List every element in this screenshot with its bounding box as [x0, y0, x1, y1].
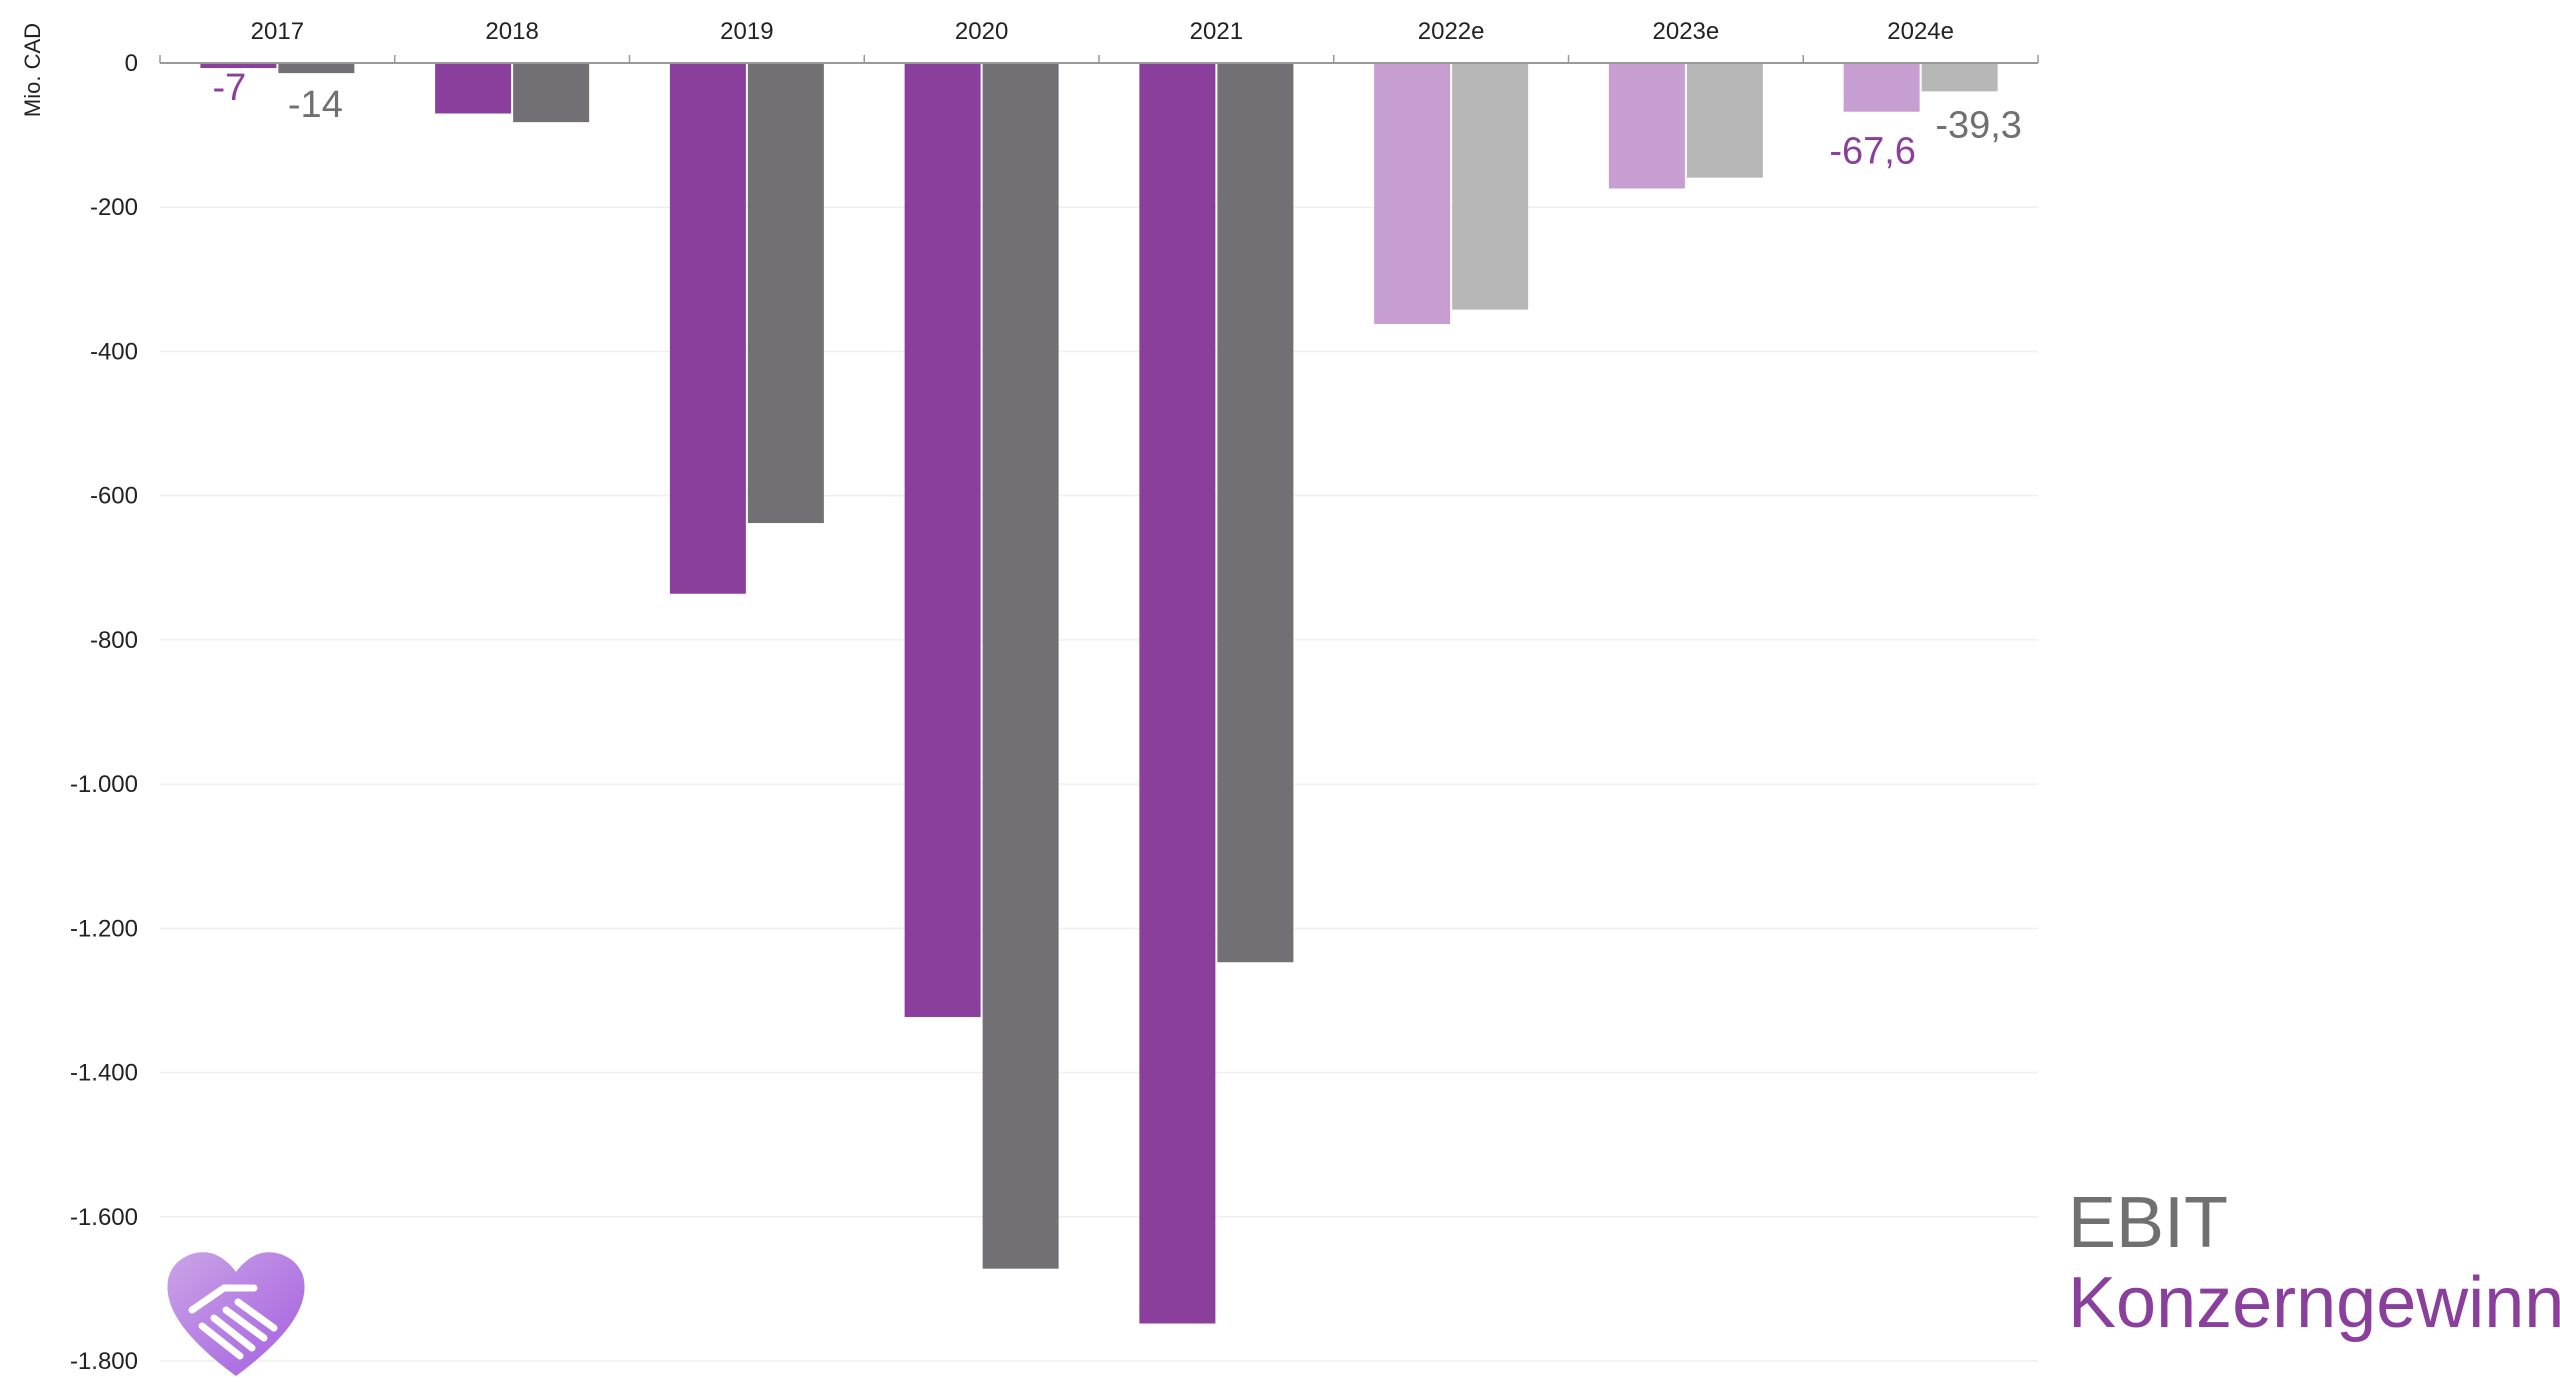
- y-tick-label: -400: [90, 338, 138, 365]
- bar-konzerngewinn-2024e: [1843, 63, 1920, 112]
- bar-ebit-2017: [278, 63, 355, 74]
- x-tick-label: 2017: [251, 18, 304, 45]
- bar-konzerngewinn-2018: [435, 63, 512, 114]
- bar-konzerngewinn-2023e: [1608, 63, 1685, 189]
- data-labels: -7 -14 -67,6 -39,3: [212, 67, 2021, 173]
- bar-ebit-2019: [747, 63, 824, 524]
- data-label-ebit-2024e: -39,3: [1935, 104, 2022, 146]
- bar-konzerngewinn-2019: [669, 63, 746, 594]
- data-label-konzerngewinn-2024e: -67,6: [1829, 131, 1916, 173]
- bars: [200, 63, 1998, 1324]
- x-tick-label: 2024e: [1887, 18, 1954, 45]
- x-tick-label: 2020: [955, 18, 1008, 45]
- axes: 0 -200 -400 -600 -800 -1.000 -1.200 -1.400 -1.60…: [70, 18, 2039, 1375]
- bar-konzerngewinn-2017: [200, 63, 277, 69]
- bar-ebit-2022e: [1452, 63, 1529, 310]
- bar-ebit-2020: [982, 63, 1059, 1269]
- y-tick-label: -1.400: [70, 1060, 138, 1087]
- x-tick-label: 2021: [1190, 18, 1243, 45]
- y-tick-label: 0: [125, 50, 138, 77]
- bar-konzerngewinn-2022e: [1374, 63, 1451, 325]
- y-tick-label: -1.600: [70, 1204, 138, 1231]
- y-tick-label: -1.000: [70, 771, 138, 798]
- y-tick-label: -800: [90, 627, 138, 654]
- bar-ebit-2018: [513, 63, 590, 123]
- x-tick-label: 2018: [485, 18, 538, 45]
- y-tick-label: -600: [90, 483, 138, 510]
- x-tick-label: 2023e: [1653, 18, 1720, 45]
- bar-ebit-2024e: [1921, 63, 1998, 92]
- grid-lines: [160, 206, 2038, 1362]
- y-tick-label: -1.200: [70, 915, 138, 942]
- bar-konzerngewinn-2021: [1139, 63, 1216, 1324]
- y-tick-label: -200: [90, 194, 138, 221]
- x-tick-label: 2019: [720, 18, 773, 45]
- bar-ebit-2023e: [1686, 63, 1763, 178]
- y-tick-label: -1.800: [70, 1348, 138, 1375]
- legend-konzerngewinn: Konzerngewinn: [2068, 1263, 2560, 1343]
- bar-ebit-2021: [1217, 63, 1294, 963]
- data-label-konzerngewinn-2017: -7: [212, 67, 246, 109]
- heart-handshake-icon: [162, 1248, 310, 1387]
- data-label-ebit-2017: -14: [288, 84, 343, 126]
- bar-konzerngewinn-2020: [904, 63, 981, 1018]
- x-tick-label: 2022e: [1418, 18, 1485, 45]
- legend-ebit: EBIT: [2068, 1183, 2229, 1263]
- y-axis-unit-label: Mio. CAD: [20, 23, 45, 117]
